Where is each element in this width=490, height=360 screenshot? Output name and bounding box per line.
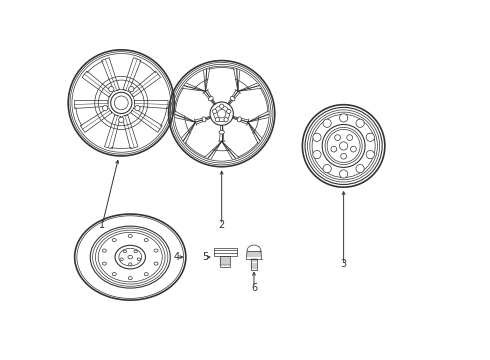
Circle shape: [224, 118, 228, 122]
Ellipse shape: [134, 250, 137, 253]
Ellipse shape: [112, 273, 116, 276]
Ellipse shape: [154, 249, 158, 252]
Ellipse shape: [238, 117, 241, 122]
Circle shape: [340, 170, 348, 178]
Text: 2: 2: [219, 220, 225, 230]
Text: 4: 4: [174, 252, 180, 262]
Circle shape: [128, 86, 134, 92]
Ellipse shape: [154, 262, 158, 265]
Circle shape: [323, 165, 331, 173]
Ellipse shape: [144, 273, 148, 276]
Ellipse shape: [102, 249, 106, 252]
Circle shape: [227, 109, 231, 113]
Circle shape: [119, 117, 124, 122]
Circle shape: [356, 165, 364, 173]
Circle shape: [366, 133, 374, 141]
Ellipse shape: [128, 263, 132, 265]
Circle shape: [323, 119, 331, 127]
Circle shape: [313, 150, 321, 159]
Ellipse shape: [128, 255, 132, 259]
Ellipse shape: [219, 130, 224, 134]
Circle shape: [215, 118, 220, 122]
Ellipse shape: [202, 117, 206, 122]
Circle shape: [366, 150, 374, 159]
Ellipse shape: [208, 96, 213, 101]
Ellipse shape: [102, 262, 106, 265]
Circle shape: [102, 105, 108, 111]
Circle shape: [220, 104, 224, 108]
Text: 1: 1: [99, 220, 105, 230]
Text: 3: 3: [341, 259, 347, 269]
Ellipse shape: [120, 258, 123, 261]
Circle shape: [356, 119, 364, 127]
Circle shape: [347, 135, 353, 140]
Circle shape: [341, 153, 346, 159]
Text: 6: 6: [251, 283, 257, 293]
Ellipse shape: [144, 239, 148, 242]
Circle shape: [109, 86, 114, 92]
Circle shape: [335, 135, 341, 140]
Ellipse shape: [128, 234, 132, 238]
Circle shape: [340, 142, 348, 150]
Circle shape: [213, 109, 217, 113]
Circle shape: [331, 146, 337, 152]
Circle shape: [350, 146, 356, 152]
Ellipse shape: [123, 250, 126, 253]
Ellipse shape: [128, 276, 132, 280]
Ellipse shape: [112, 239, 116, 242]
Circle shape: [135, 105, 140, 111]
Circle shape: [313, 133, 321, 141]
Text: 5: 5: [202, 252, 209, 262]
Ellipse shape: [230, 96, 235, 101]
Ellipse shape: [137, 258, 141, 261]
Circle shape: [340, 114, 348, 122]
